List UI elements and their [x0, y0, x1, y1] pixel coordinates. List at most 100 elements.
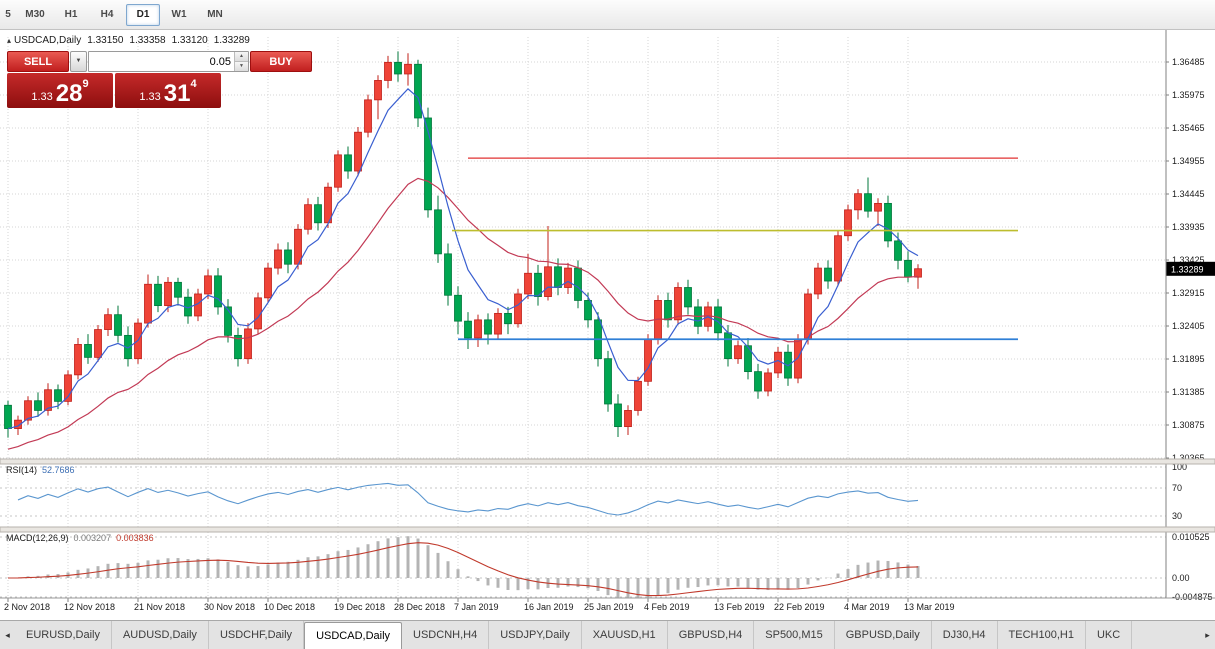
tab-usdchf-daily[interactable]: USDCHF,Daily [209, 621, 305, 649]
tab-sp500-m15[interactable]: SP500,M15 [754, 621, 835, 649]
tab-xauusd-h1[interactable]: XAUUSD,H1 [582, 621, 668, 649]
timeframe-button-MN[interactable]: MN [207, 8, 223, 20]
timeframe-button-5[interactable]: 5 [5, 8, 11, 20]
svg-text:4 Mar 2019: 4 Mar 2019 [844, 602, 890, 612]
ask-price-prefix: 1.33 [139, 91, 161, 103]
moving-averages [7, 88, 919, 450]
bid-price-pip: 9 [82, 78, 89, 90]
svg-text:1.30365: 1.30365 [1172, 453, 1205, 463]
svg-text:13 Feb 2019: 13 Feb 2019 [714, 602, 765, 612]
macd-indicator-label: MACD(12,26,9) 0.003207 0.003836 [6, 533, 154, 543]
horizontal-trendlines[interactable] [452, 157, 1018, 341]
svg-text:-0.004875: -0.004875 [1172, 592, 1213, 602]
volume-input[interactable] [89, 52, 234, 71]
symbol-name: USDCAD,Daily [14, 35, 82, 46]
bid-price-prefix: 1.33 [31, 91, 53, 103]
timeframe-button-W1[interactable]: W1 [171, 8, 187, 20]
timeframe-button-H4[interactable]: H4 [100, 8, 114, 20]
volume-stepper: ▲ ▼ [234, 52, 248, 71]
ask-quote-button[interactable]: 1.33 31 4 [115, 73, 221, 108]
svg-text:0.010525: 0.010525 [1172, 532, 1210, 542]
macd-name: MACD(12,26,9) [6, 533, 69, 543]
sell-button[interactable]: SELL [7, 51, 69, 72]
tab-gbpusd-daily[interactable]: GBPUSD,Daily [835, 621, 932, 649]
svg-text:1.30875: 1.30875 [1172, 420, 1205, 430]
tab-tech100-h1[interactable]: TECH100,H1 [998, 621, 1086, 649]
svg-text:1.35975: 1.35975 [1172, 90, 1205, 100]
price-axis[interactable]: 1.36485 1.35975 1.35465 1.34955 1.34445 1.339… [1166, 57, 1213, 602]
main-chart-svg[interactable]: 1.364851.359751.354651.349551.344451.339… [0, 30, 1215, 620]
svg-text:1.31895: 1.31895 [1172, 354, 1205, 364]
timeframe-toolbar: 5 M30 H1 H4 D1 W1 MN [0, 0, 1215, 30]
timeframe-button-H1[interactable]: H1 [64, 8, 78, 20]
svg-text:1.32405: 1.32405 [1172, 321, 1205, 331]
macd-panel [0, 536, 1166, 598]
timeframe-button-M30[interactable]: M30 [25, 8, 45, 20]
ohlc-high: 1.33358 [129, 35, 166, 46]
svg-text:1.31385: 1.31385 [1172, 387, 1205, 397]
spin-up-icon[interactable]: ▲ [235, 52, 248, 62]
ohlc-low: 1.33120 [171, 35, 208, 46]
tab-audusd-daily[interactable]: AUDUSD,Daily [112, 621, 209, 649]
tab-usdcad-daily[interactable]: USDCAD,Daily [304, 622, 403, 649]
volume-box: ▲ ▼ [88, 51, 249, 72]
bid-quote-button[interactable]: 1.33 28 9 [7, 73, 113, 108]
svg-text:21 Nov 2018: 21 Nov 2018 [134, 602, 185, 612]
svg-text:1.34445: 1.34445 [1172, 189, 1205, 199]
ohlc-open: 1.33150 [87, 35, 124, 46]
volume-dropdown-button[interactable]: ▼ [70, 51, 87, 72]
rsi-value: 52.7686 [42, 465, 75, 475]
svg-text:30: 30 [1172, 511, 1182, 521]
ohlc-close: 1.33289 [213, 35, 250, 46]
panel-frame [0, 30, 1215, 599]
svg-text:70: 70 [1172, 483, 1182, 493]
tab-gbpusd-h4[interactable]: GBPUSD,H4 [668, 621, 755, 649]
svg-text:28 Dec 2018: 28 Dec 2018 [394, 602, 445, 612]
tab-usdjpy-daily[interactable]: USDJPY,Daily [489, 621, 582, 649]
svg-text:1.33935: 1.33935 [1172, 222, 1205, 232]
ma-fast-line [7, 88, 919, 430]
timeframe-buttons: 5 M30 H1 H4 D1 W1 MN [0, 3, 233, 26]
tab-ukc[interactable]: UKC [1086, 621, 1133, 649]
svg-text:1.32915: 1.32915 [1172, 288, 1205, 298]
date-axis[interactable]: 2 Nov 2018 12 Nov 2018 21 Nov 2018 30 Nov 2… [4, 598, 955, 612]
svg-text:1.33289: 1.33289 [1171, 264, 1204, 274]
svg-text:22 Feb 2019: 22 Feb 2019 [774, 602, 825, 612]
collapse-arrow-icon[interactable]: ▴ [7, 36, 12, 45]
svg-text:16 Jan 2019: 16 Jan 2019 [524, 602, 574, 612]
ask-price-pip: 4 [190, 78, 197, 90]
svg-text:30 Nov 2018: 30 Nov 2018 [204, 602, 255, 612]
timeframe-button-D1[interactable]: D1 [126, 3, 160, 26]
panel-divider-rsi[interactable] [0, 458, 1215, 465]
ask-price-big: 31 [163, 80, 191, 107]
tab-eurusd-daily[interactable]: EURUSD,Daily [15, 621, 112, 649]
svg-text:2 Nov 2018: 2 Nov 2018 [4, 602, 50, 612]
svg-text:1.33425: 1.33425 [1172, 255, 1205, 265]
svg-text:13 Mar 2019: 13 Mar 2019 [904, 602, 955, 612]
tab-scroll-right-icon[interactable]: ▸ [1205, 629, 1210, 640]
chart-tab-bar: ◂ EURUSD,Daily AUDUSD,Daily USDCHF,Daily US… [0, 620, 1215, 649]
tab-scroll-left-icon[interactable]: ◂ [5, 629, 10, 640]
svg-text:1.35465: 1.35465 [1172, 123, 1205, 133]
tab-usdcnh-h4[interactable]: USDCNH,H4 [402, 621, 490, 649]
buy-button[interactable]: BUY [250, 51, 312, 72]
svg-text:1.34955: 1.34955 [1172, 156, 1205, 166]
chevron-down-icon: ▼ [75, 58, 82, 64]
tab-dj30-h4[interactable]: DJ30,H4 [932, 621, 998, 649]
rsi-indicator-label: RSI(14) 52.7686 [6, 465, 75, 475]
rsi-line [17, 482, 919, 516]
rsi-name: RSI(14) [6, 465, 38, 475]
svg-text:1.36485: 1.36485 [1172, 57, 1205, 67]
macd-signal-line [7, 542, 919, 597]
svg-text:12 Nov 2018: 12 Nov 2018 [64, 602, 115, 612]
chart-grid [0, 37, 1166, 598]
chart-area: ▴ USDCAD,Daily 1.33150 1.33358 1.33120 1.3328… [0, 30, 1215, 620]
macd-value: 0.003207 [73, 533, 112, 543]
svg-text:100: 100 [1172, 462, 1187, 472]
svg-text:25 Jan 2019: 25 Jan 2019 [584, 602, 634, 612]
macd-histogram [16, 536, 920, 598]
panel-divider-macd[interactable] [0, 526, 1215, 533]
spin-down-icon[interactable]: ▼ [235, 62, 248, 71]
bid-price-big: 28 [55, 80, 83, 107]
